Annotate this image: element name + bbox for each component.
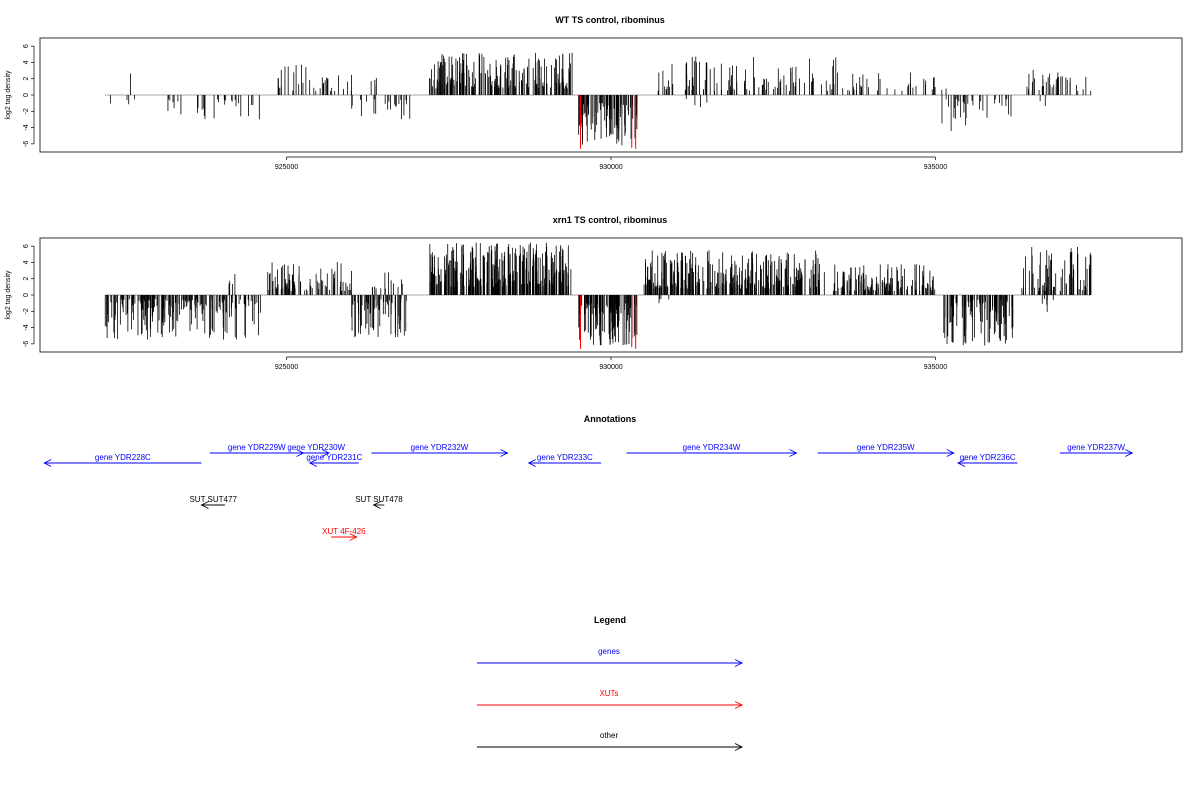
annotation-label: gene YDR231C xyxy=(306,453,362,462)
legend-entry-other: other xyxy=(477,731,744,751)
wt-y-axis-label: log2 tag density xyxy=(5,70,12,120)
y-tick-label: 2 xyxy=(23,277,30,281)
annotation-label: gene YDR228C xyxy=(95,453,151,462)
y-tick-label: -2 xyxy=(23,108,30,114)
legend-label: other xyxy=(600,731,619,740)
xrn1-bars xyxy=(104,242,1092,349)
annotation-feature: gene YDR228C xyxy=(43,453,202,467)
x-tick-label: 930000 xyxy=(599,364,622,371)
wt-bars xyxy=(104,52,1092,149)
annotation-feature: gene YDR234W xyxy=(626,443,798,457)
y-tick-label: 4 xyxy=(23,60,30,64)
annotation-feature: gene YDR235W xyxy=(817,443,955,457)
annotation-feature: gene YDR233C xyxy=(527,453,601,467)
wt-plot-frame xyxy=(39,37,1183,153)
y-tick-label: 6 xyxy=(23,44,30,48)
legend-label: genes xyxy=(598,647,620,656)
annotation-feature: SUT SUT477 xyxy=(189,495,237,509)
x-tick-label: 930000 xyxy=(599,164,622,171)
annotation-label: SUT SUT478 xyxy=(355,495,403,504)
y-tick-label: 0 xyxy=(23,293,30,297)
annotation-label: SUT SUT477 xyxy=(189,495,237,504)
y-tick-label: 2 xyxy=(23,77,30,81)
annotation-label: XUT 4F-426 xyxy=(322,527,366,536)
annotation-label: gene YDR235W xyxy=(857,443,915,452)
xrn1-axes: -6 -4 -2 0 2 4 6 925000 930000 935000 xyxy=(23,244,947,371)
annotations-title: Annotations xyxy=(584,414,637,424)
annotation-feature: XUT 4F-426 xyxy=(322,527,366,541)
x-tick-label: 935000 xyxy=(924,164,947,171)
legend-items: genes XUTs other xyxy=(477,647,744,751)
annotation-label: gene YDR236C xyxy=(960,453,1016,462)
xrn1-y-axis-label: log2 tag density xyxy=(5,270,12,320)
legend-panel: Legend genes XUTs other xyxy=(477,615,744,751)
annotation-label: gene YDR233C xyxy=(537,453,593,462)
y-tick-label: 0 xyxy=(23,93,30,97)
annotation-label: gene YDR232W xyxy=(411,443,469,452)
y-tick-label: -4 xyxy=(23,124,30,130)
xrn1-panel-title: xrn1 TS control, ribominus xyxy=(553,215,668,225)
wt-axes: -6 -4 -2 0 2 4 6 925000 930000 935000 xyxy=(23,44,947,171)
x-tick-label: 935000 xyxy=(924,364,947,371)
wt-density-panel: WT TS control, ribominus log2 tag densit… xyxy=(5,15,1183,171)
wt-panel-title: WT TS control, ribominus xyxy=(555,15,665,25)
x-tick-label: 925000 xyxy=(275,364,298,371)
annotation-feature: gene YDR231C xyxy=(306,453,362,467)
x-tick-label: 925000 xyxy=(275,164,298,171)
annotation-label: gene YDR234W xyxy=(683,443,741,452)
annotation-feature: SUT SUT478 xyxy=(355,495,403,509)
annotation-feature: gene YDR230W xyxy=(287,443,346,457)
y-tick-label: -4 xyxy=(23,324,30,330)
annotation-label: gene YDR237W xyxy=(1067,443,1125,452)
legend-entry-xuts: XUTs xyxy=(477,689,744,709)
y-tick-label: 4 xyxy=(23,260,30,264)
legend-entry-genes: genes xyxy=(477,647,744,667)
y-tick-label: -6 xyxy=(23,141,30,147)
annotation-feature: gene YDR236C xyxy=(956,453,1018,467)
y-tick-label: -6 xyxy=(23,341,30,347)
annotation-label: gene YDR229W xyxy=(228,443,286,452)
xrn1-density-panel: xrn1 TS control, ribominus log2 tag dens… xyxy=(5,215,1183,371)
y-tick-label: -2 xyxy=(23,308,30,314)
xrn1-plot-frame xyxy=(39,237,1183,353)
annotation-label: gene YDR230W xyxy=(287,443,345,452)
y-tick-label: 6 xyxy=(23,244,30,248)
legend-label: XUTs xyxy=(599,689,618,698)
annotation-feature: gene YDR237W xyxy=(1060,443,1134,457)
annotation-feature: gene YDR232W xyxy=(371,443,509,457)
legend-title: Legend xyxy=(594,615,626,625)
